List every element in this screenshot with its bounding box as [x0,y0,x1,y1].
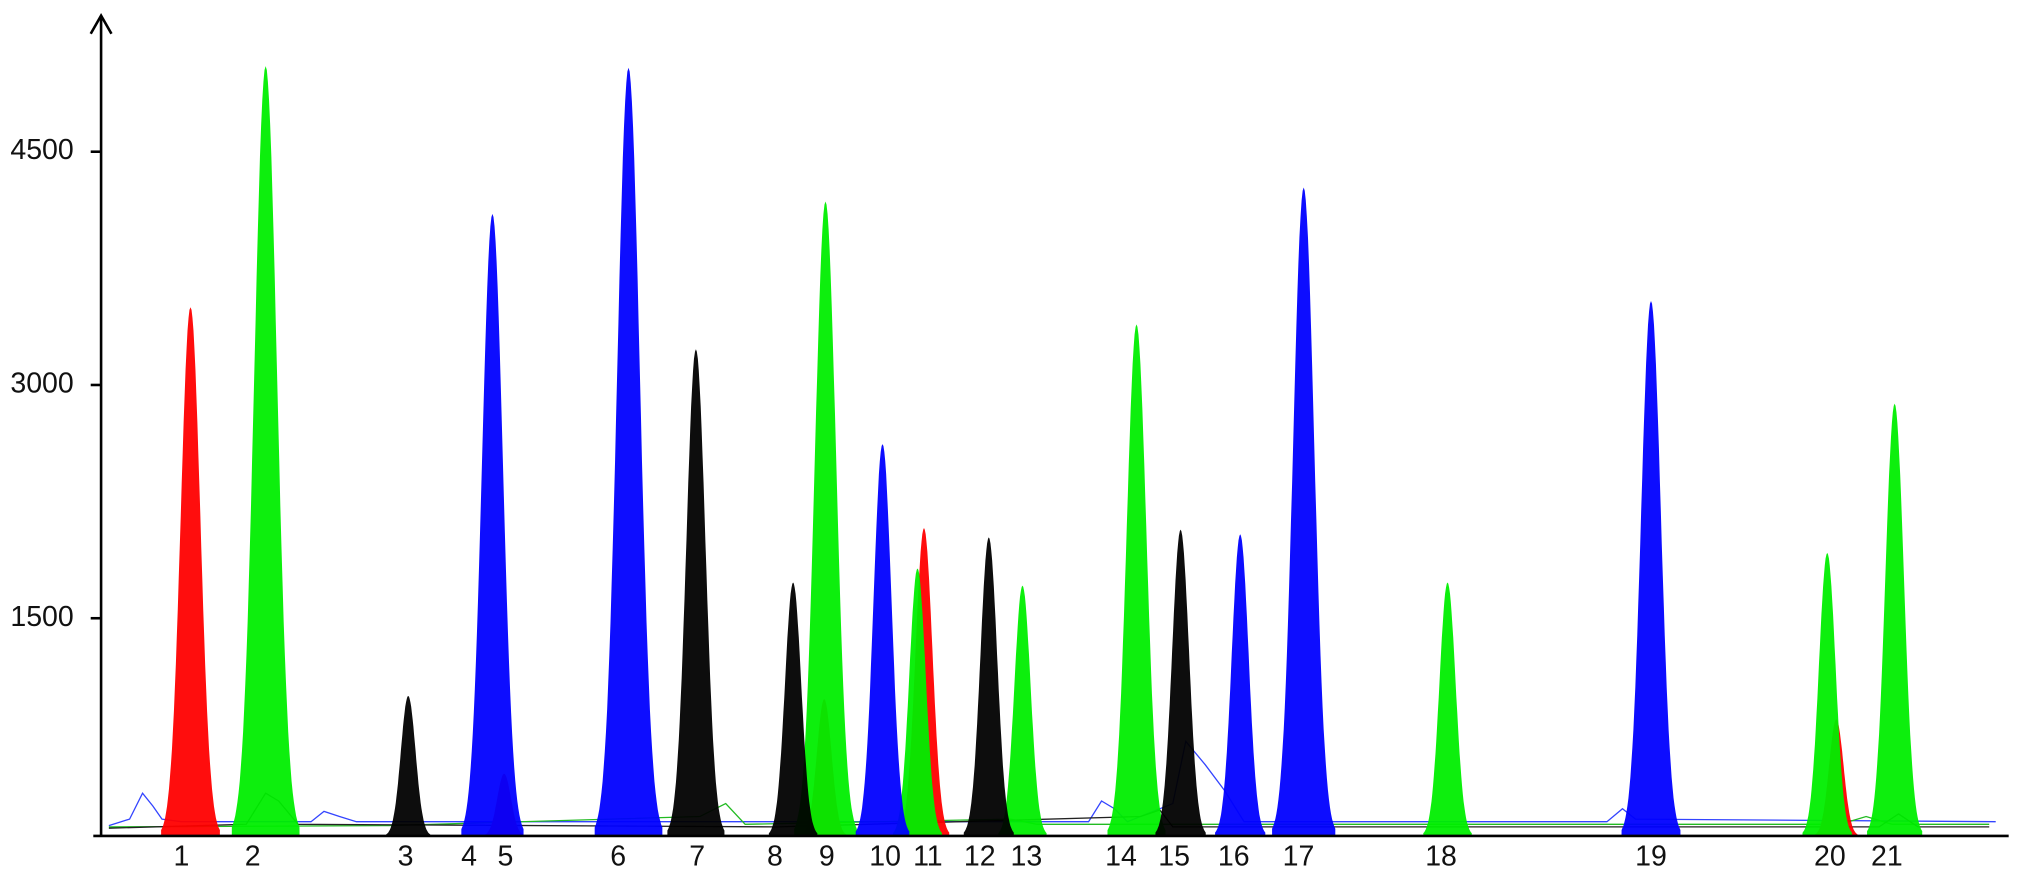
peak [963,537,1014,836]
peak [1867,403,1923,836]
peak [386,696,431,836]
peak-label: 15 [1158,841,1190,873]
noise-black [108,792,1990,829]
peak-label: 3 [398,841,414,873]
peak-label: 6 [610,841,626,873]
peak [998,585,1047,836]
peak-label: 10 [869,841,901,873]
peak-label: 5 [497,841,513,873]
peak-label: 2 [245,841,261,873]
y-tick-label: 1500 [10,601,73,633]
peak [794,201,857,836]
peak [768,582,818,836]
peak-label: 19 [1635,841,1667,873]
peak-label: 12 [964,841,996,873]
peak [1802,552,1852,836]
peak-label: 1 [173,841,189,873]
peak [594,67,663,836]
peak-label: 18 [1425,841,1457,873]
peak-label: 20 [1814,841,1846,873]
peak [231,66,300,836]
peak [1215,534,1266,836]
peak [461,213,524,836]
peak [1272,187,1336,836]
peak-label: 7 [689,841,705,873]
peak-label: 17 [1283,841,1315,873]
peak-label: 9 [819,841,835,873]
peak [161,307,220,836]
noise-blue [108,739,1996,827]
y-axis-arrow [89,13,113,35]
peaks [161,66,1923,836]
peak-label: 8 [767,841,783,873]
peak [1155,529,1206,836]
peak-label: 16 [1218,841,1250,873]
y-tick-label: 3000 [10,368,73,400]
peak-label: 21 [1871,841,1903,873]
peak-label: 13 [1011,841,1043,873]
peak-label: 4 [461,841,477,873]
peak [667,349,725,836]
baseline-noise [108,739,1996,829]
peak [1423,582,1472,836]
y-tick-label: 4500 [10,134,73,166]
peak-label: 11 [913,841,943,873]
peak-label: 14 [1105,841,1137,873]
peak [855,444,910,836]
peak [1621,301,1681,836]
peak [893,568,943,836]
peak [1107,324,1166,836]
noise-green [108,802,1990,828]
